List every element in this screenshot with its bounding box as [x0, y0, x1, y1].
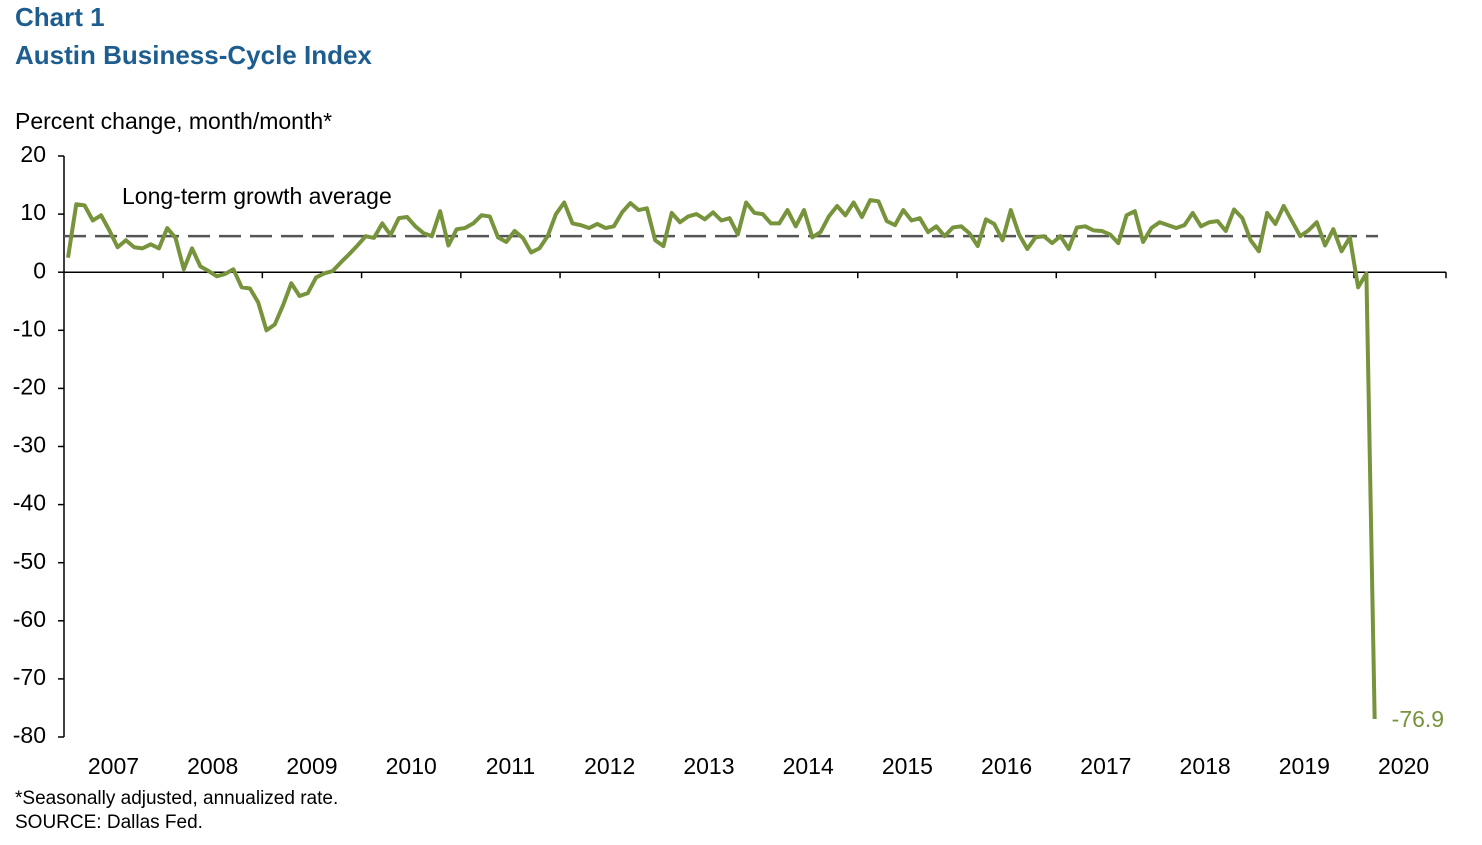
y-tick-label: -20 [13, 373, 46, 399]
x-tick-label: 2013 [683, 753, 734, 779]
y-tick-label: -40 [13, 490, 46, 516]
data-line [66, 198, 1377, 720]
y-tick-label: -70 [13, 664, 46, 690]
y-tick-label: 20 [20, 141, 46, 167]
y-axis-label: Percent change, month/month* [15, 108, 332, 134]
x-tick-label: 2010 [386, 753, 437, 779]
data-label: -76.9 [1392, 706, 1444, 732]
x-tick-label: 2016 [981, 753, 1032, 779]
reference-label: Long-term growth average [122, 183, 392, 209]
y-tick-label: 10 [20, 199, 46, 225]
y-tick-label: -30 [13, 432, 46, 458]
x-tick-label: 2014 [783, 753, 834, 779]
x-tick-label: 2009 [286, 753, 337, 779]
x-tick-label: 2012 [584, 753, 635, 779]
source: SOURCE: Dallas Fed. [15, 812, 203, 833]
y-tick-label: -60 [13, 606, 46, 632]
x-tick-label: 2018 [1180, 753, 1231, 779]
x-tick-label: 2019 [1279, 753, 1330, 779]
chart-title: Chart 1 [15, 2, 105, 32]
y-tick-label: -10 [13, 315, 46, 341]
y-tick-label: -80 [13, 722, 46, 748]
y-tick-label: 0 [33, 257, 46, 283]
x-tick-label: 2015 [882, 753, 933, 779]
x-tick-label: 2008 [187, 753, 238, 779]
x-tick-label: 2011 [486, 753, 535, 779]
chart-subtitle: Austin Business-Cycle Index [15, 40, 372, 70]
x-tick-label: 2017 [1080, 753, 1131, 779]
x-tick-label: 2020 [1378, 753, 1429, 779]
footnote: *Seasonally adjusted, annualized rate. [15, 788, 338, 809]
x-tick-label: 2007 [88, 753, 139, 779]
y-tick-label: -50 [13, 548, 46, 574]
